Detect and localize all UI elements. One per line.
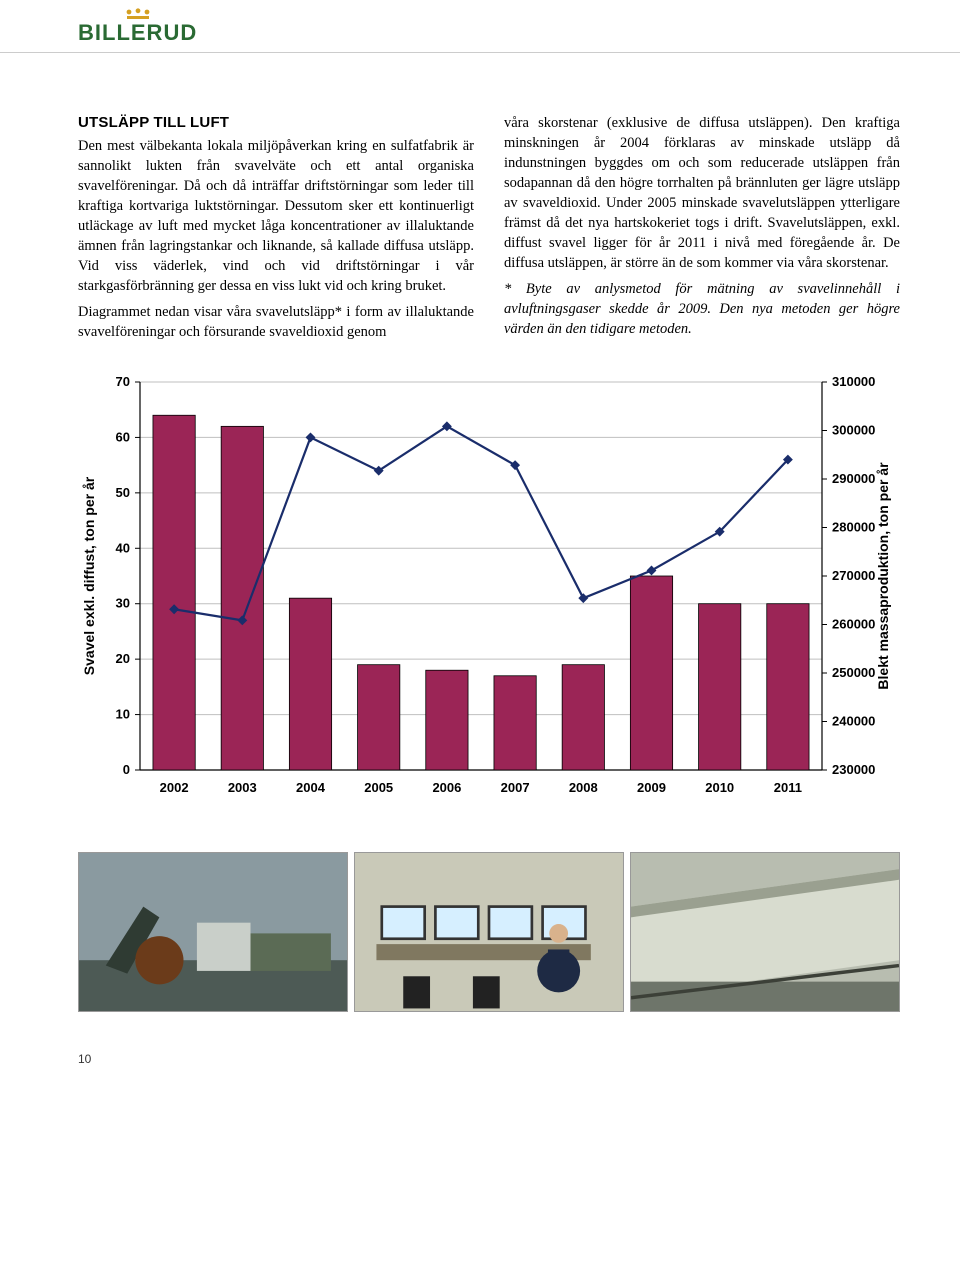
svg-text:300000: 300000	[832, 422, 875, 437]
left-column: UTSLÄPP TILL LUFT Den mest välbekanta lo…	[78, 113, 474, 348]
body-paragraph: Den mest välbekanta lokala miljöpåverkan…	[78, 136, 474, 296]
svg-text:2002: 2002	[160, 780, 189, 795]
svg-text:280000: 280000	[832, 519, 875, 534]
page-number: 10	[78, 1052, 900, 1066]
svg-text:240000: 240000	[832, 713, 875, 728]
svg-text:0: 0	[123, 762, 130, 777]
body-paragraph: våra skorstenar (exklusive de diffusa ut…	[504, 113, 900, 273]
svg-text:260000: 260000	[832, 616, 875, 631]
header: BILLERUD	[78, 20, 900, 53]
svg-text:2003: 2003	[228, 780, 257, 795]
svg-text:60: 60	[116, 429, 130, 444]
page: BILLERUD UTSLÄPP TILL LUFT Den mest välb…	[0, 0, 960, 1096]
chart-container: 0 10 20 30 40 50 60 70 230000 240000 250000 260000 2…	[78, 374, 900, 804]
svg-text:Svavel exkl. diffust, ton per: Svavel exkl. diffust, ton per år	[81, 476, 97, 675]
svg-text:2005: 2005	[364, 780, 393, 795]
crown-icon	[124, 8, 152, 20]
company-logo: BILLERUD	[78, 20, 197, 46]
svg-text:310000: 310000	[832, 374, 875, 389]
logo-text: BILLERUD	[78, 20, 197, 45]
svg-text:290000: 290000	[832, 471, 875, 486]
svg-text:50: 50	[116, 485, 130, 500]
svg-text:Blekt massaproduktion, ton per: Blekt massaproduktion, ton per år	[875, 462, 891, 690]
svg-text:2010: 2010	[705, 780, 734, 795]
svg-text:2008: 2008	[569, 780, 598, 795]
photo-row	[78, 852, 900, 1012]
photo-placeholder	[354, 852, 624, 1012]
svg-text:40: 40	[116, 540, 130, 555]
svg-text:2011: 2011	[774, 780, 802, 795]
body-paragraph: Diagrammet nedan visar våra svavelutsläp…	[78, 302, 474, 342]
svg-text:270000: 270000	[832, 568, 875, 583]
svg-text:2004: 2004	[296, 780, 326, 795]
footnote: * Byte av anlysmetod för mätning av svav…	[504, 279, 900, 339]
svg-text:10: 10	[116, 706, 130, 721]
photo-placeholder	[78, 852, 348, 1012]
svg-text:20: 20	[116, 651, 130, 666]
right-column: våra skorstenar (exklusive de diffusa ut…	[504, 113, 900, 348]
svg-text:2006: 2006	[432, 780, 461, 795]
svg-text:250000: 250000	[832, 665, 875, 680]
section-title: UTSLÄPP TILL LUFT	[78, 113, 474, 134]
svg-text:70: 70	[116, 374, 130, 389]
header-rule	[0, 52, 960, 53]
svg-text:30: 30	[116, 595, 130, 610]
svg-text:2009: 2009	[637, 780, 666, 795]
svg-text:230000: 230000	[832, 762, 875, 777]
text-columns: UTSLÄPP TILL LUFT Den mest välbekanta lo…	[78, 113, 900, 348]
svg-text:2007: 2007	[501, 780, 530, 795]
photo-placeholder	[630, 852, 900, 1012]
emissions-chart: 0 10 20 30 40 50 60 70 230000 240000 250000 260000 2…	[78, 374, 900, 804]
